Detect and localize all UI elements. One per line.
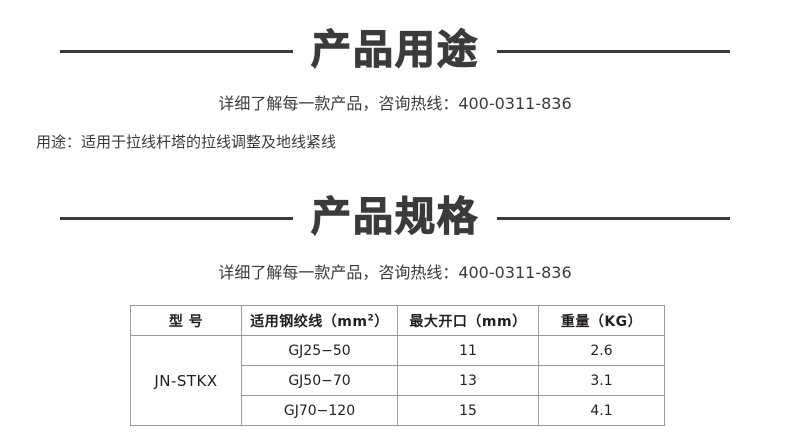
section-subtitle-spec: 详细了解每一款产品，咨询热线：400-0311-836 (218, 263, 572, 282)
cell-wire: GJ70−120 (241, 395, 398, 426)
banner-rule-right (490, 50, 730, 53)
header-wire: 适用钢绞线（mm2） (241, 305, 398, 336)
header-wire-tail: ） (374, 313, 389, 330)
header-wire-sup: 2 (367, 312, 375, 323)
header-wire-text: 适用钢绞线（mm (250, 313, 368, 330)
header-model: 型 号 (130, 305, 242, 336)
cell-weight: 2.6 (538, 335, 665, 366)
banner-rule-left-2 (60, 217, 300, 220)
header-weight: 重量（KG） (538, 305, 665, 336)
banner-rule-left (60, 50, 300, 53)
cell-opening: 13 (397, 365, 539, 396)
section-banner-usage: 产品用途 (0, 25, 790, 75)
header-opening: 最大开口（mm） (397, 305, 539, 336)
usage-description: 用途：适用于拉线杆塔的拉线调整及地线紧线 (36, 133, 337, 151)
cell-wire: GJ25−50 (241, 335, 398, 366)
table-header-row: 型 号 适用钢绞线（mm2） 最大开口（mm） 重量（KG） (130, 305, 665, 336)
section-title-usage: 产品用途 (293, 25, 497, 75)
section-subtitle-usage: 详细了解每一款产品，咨询热线：400-0311-836 (218, 94, 572, 113)
cell-opening: 15 (397, 395, 539, 426)
section-banner-spec: 产品规格 (0, 192, 790, 242)
table-row: GJ70−120 15 4.1 (131, 395, 665, 426)
section-title-spec: 产品规格 (293, 192, 497, 242)
cell-weight: 3.1 (538, 365, 665, 396)
table-row: JN-STKX GJ25−50 11 2.6 (130, 335, 665, 426)
cell-model: JN-STKX (130, 335, 242, 426)
cell-wire: GJ50−70 (241, 365, 398, 396)
spec-table: 型 号 适用钢绞线（mm2） 最大开口（mm） 重量（KG） JN-STKX G… (130, 305, 665, 426)
cell-weight: 4.1 (538, 395, 665, 426)
cell-opening: 11 (397, 335, 539, 366)
banner-rule-right-2 (490, 217, 730, 220)
table-row: GJ50−70 13 3.1 (131, 365, 665, 396)
